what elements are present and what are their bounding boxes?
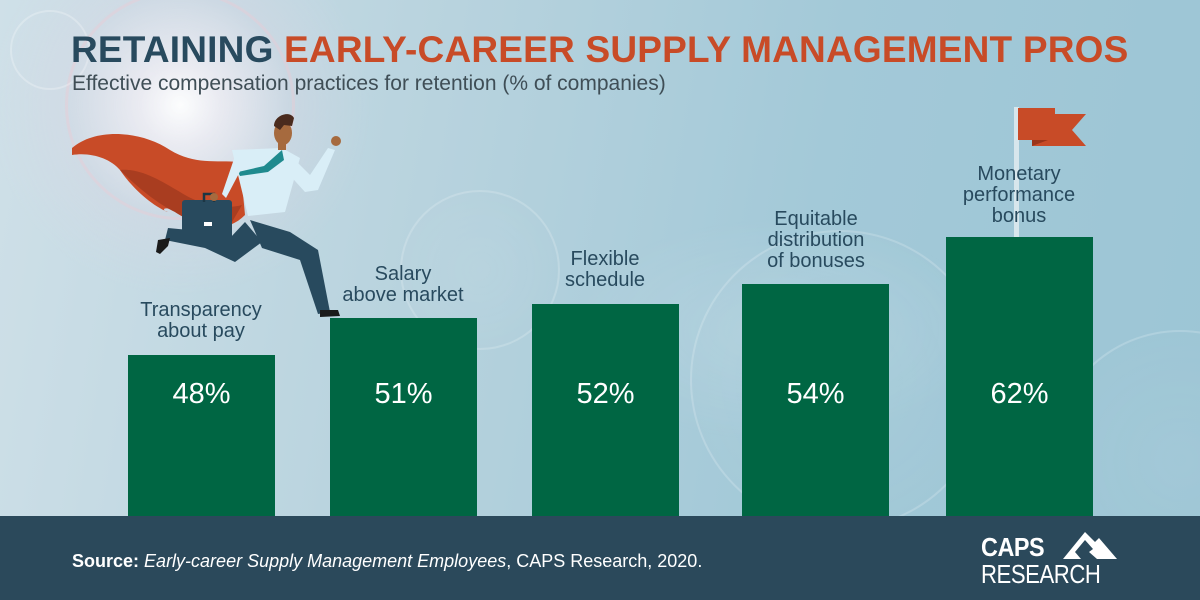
flagpole xyxy=(1014,107,1019,238)
chart-title: RETAINING EARLY-CAREER SUPPLY MANAGEMENT… xyxy=(71,30,1129,70)
bar-value-label: 54% xyxy=(786,378,845,410)
caped-businessman-running-icon xyxy=(72,114,341,317)
bar-category-label: Monetary performance bonus xyxy=(919,164,1119,227)
chart-subtitle: Effective compensation practices for ret… xyxy=(72,72,666,95)
title-part-dark: RETAINING xyxy=(71,29,274,70)
lens-flare-decoration xyxy=(10,10,90,90)
red-flag-icon xyxy=(1018,108,1086,146)
logo-research-text: RESEARCH xyxy=(981,559,1101,589)
label-line: of bonuses xyxy=(767,250,865,272)
label-line: Equitable xyxy=(774,208,858,230)
bar-value-label: 52% xyxy=(576,378,635,410)
label-line: Monetary xyxy=(977,163,1061,185)
bar-salary-above-market: 51% xyxy=(330,318,477,516)
bar-category-label: Salary above market xyxy=(303,264,503,306)
label-line: bonus xyxy=(991,205,1047,227)
source-rest: , CAPS Research, 2020. xyxy=(506,551,703,571)
label-line: schedule xyxy=(564,269,646,291)
bar-flexible-schedule: 52% xyxy=(532,304,679,516)
sun-halo-decoration xyxy=(65,0,295,220)
bar-value-label: 48% xyxy=(172,378,231,410)
caps-research-logo: CAPS RESEARCH xyxy=(981,528,1126,590)
label-line: above market xyxy=(342,284,464,306)
mountain-peak-icon xyxy=(1063,532,1117,559)
label-line: about pay xyxy=(157,320,245,342)
bar-category-label: Equitable distribution of bonuses xyxy=(716,209,916,272)
source-label: Source: xyxy=(72,551,140,571)
footer-band xyxy=(0,516,1200,600)
bar-transparency-about-pay: 48% xyxy=(128,355,275,516)
bar-category-label: Flexible schedule xyxy=(505,249,705,291)
bar-category-label: Transparency about pay xyxy=(101,300,301,342)
label-line: distribution xyxy=(767,229,865,251)
label-line: Salary xyxy=(374,263,432,285)
label-line: Transparency xyxy=(140,299,262,321)
label-line: performance xyxy=(962,184,1076,206)
bar-equitable-distribution-of-bonuses: 54% xyxy=(742,284,889,516)
logo-caps-text: CAPS xyxy=(981,532,1045,562)
source-citation: Source: Early-career Supply Management E… xyxy=(72,551,702,572)
source-title: Early-career Supply Management Employees xyxy=(144,551,507,571)
label-line: Flexible xyxy=(570,248,640,270)
bar-value-label: 51% xyxy=(374,378,433,410)
bar-monetary-performance-bonus: 62% xyxy=(946,237,1093,516)
title-part-accent: EARLY-CAREER SUPPLY MANAGEMENT PROS xyxy=(284,29,1129,70)
bar-value-label: 62% xyxy=(990,378,1049,410)
